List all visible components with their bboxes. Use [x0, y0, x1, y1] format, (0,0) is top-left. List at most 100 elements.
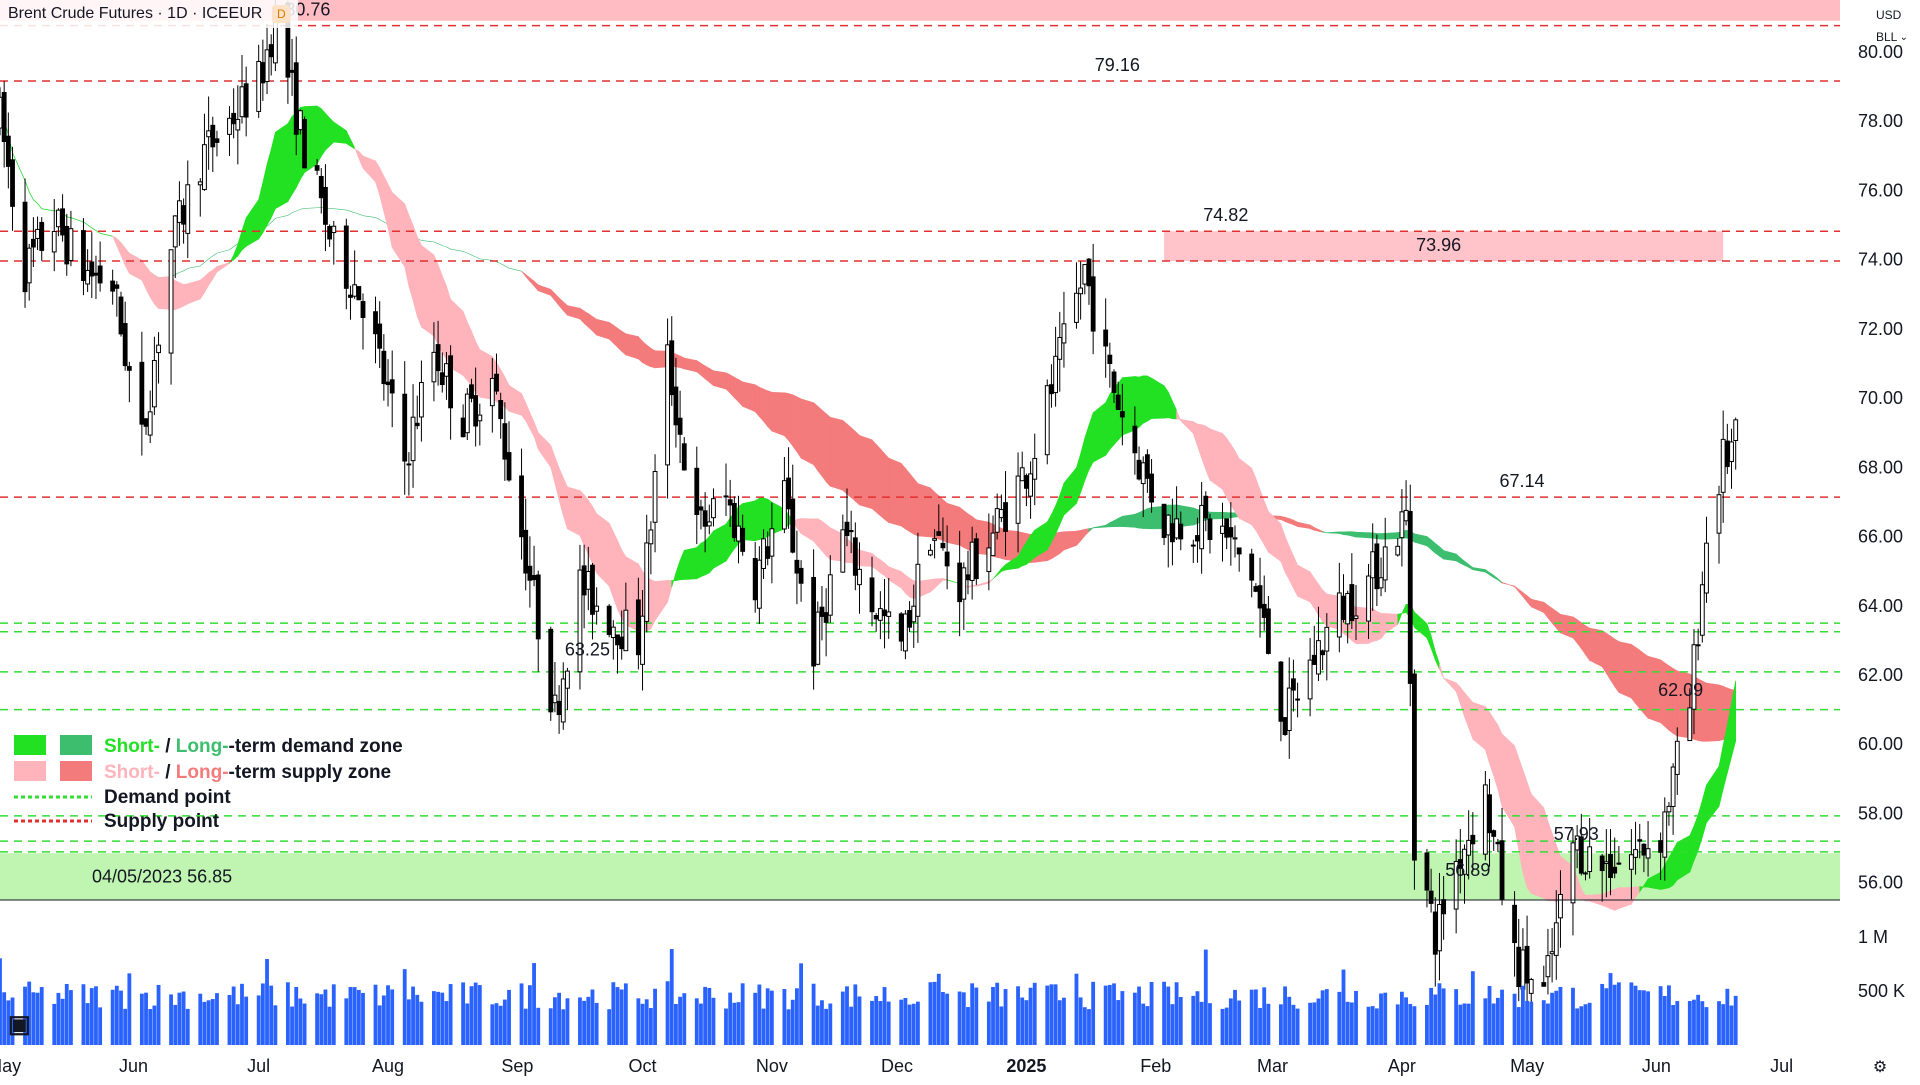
volume-bar — [1162, 982, 1166, 1045]
candle-body — [1225, 519, 1229, 537]
long-term-band-segment — [918, 484, 931, 537]
candle-body — [115, 285, 119, 288]
candle-body — [1137, 460, 1141, 479]
candle-body — [970, 542, 974, 580]
candle-body — [682, 444, 686, 470]
volume-bar — [1029, 988, 1033, 1045]
short-term-band-segment — [1172, 401, 1176, 419]
candle-body — [31, 239, 35, 247]
volume-bar — [269, 986, 273, 1045]
long-term-band-segment — [1611, 636, 1615, 687]
volume-bar — [1442, 988, 1446, 1045]
candle-body — [624, 610, 628, 650]
long-term-band-segment — [296, 209, 300, 211]
volume-bar — [812, 984, 816, 1045]
volume-bar — [1108, 985, 1112, 1045]
short-term-band-segment — [467, 322, 471, 386]
long-term-band-segment — [1373, 533, 1377, 539]
short-term-band-segment — [438, 265, 442, 353]
long-term-band-segment — [1298, 522, 1311, 528]
candle-body — [1292, 679, 1296, 690]
candle-body — [1233, 538, 1237, 539]
candle-body — [1525, 946, 1529, 983]
candle-body — [787, 478, 791, 509]
volume-bar — [1325, 989, 1329, 1045]
volume-bar — [211, 999, 215, 1045]
volume-bar — [1233, 990, 1237, 1045]
candle-body — [582, 566, 586, 595]
long-term-band-segment — [551, 289, 555, 300]
short-term-band-segment — [325, 113, 329, 150]
volume-bar — [620, 989, 624, 1045]
interval-badge[interactable]: D — [272, 5, 290, 23]
long-term-band-segment — [1114, 518, 1118, 526]
price-annotation: 74.82 — [1203, 205, 1248, 225]
candle-body — [933, 539, 937, 541]
volume-bar — [1083, 1007, 1087, 1045]
candle-body — [987, 548, 991, 572]
price-annotation: 56.89 — [1445, 860, 1490, 880]
candle-body — [374, 312, 378, 334]
volume-bar — [1659, 986, 1663, 1045]
candle-body — [390, 380, 394, 393]
candle-body — [86, 270, 90, 284]
long-term-band-segment — [376, 217, 380, 219]
volume-bar — [1546, 1004, 1550, 1045]
long-term-band-segment — [380, 219, 384, 221]
volume-bar — [653, 989, 657, 1045]
short-term-band-segment — [417, 236, 421, 327]
candle-body — [1425, 853, 1429, 890]
long-term-band-segment — [1310, 525, 1314, 530]
short-term-band-segment — [33, 200, 37, 204]
volume-bar — [332, 984, 336, 1045]
long-term-band-segment — [1439, 547, 1443, 559]
long-term-band-segment — [830, 417, 843, 490]
volume-bar — [1404, 997, 1408, 1045]
volume-bar — [436, 992, 440, 1045]
candle-body — [228, 118, 232, 134]
volume-bar — [1354, 991, 1358, 1045]
long-term-band-segment — [876, 444, 880, 515]
short-term-band-segment — [1260, 490, 1264, 545]
short-term-band-segment — [1060, 483, 1064, 525]
volume-bar — [1058, 1000, 1062, 1045]
candle-body — [324, 187, 328, 224]
unit-selector[interactable]: BLL ⌄ — [1872, 26, 1912, 48]
candle-body — [1663, 812, 1667, 857]
volume-bar — [770, 991, 774, 1045]
currency-selector[interactable]: USD — [1872, 4, 1912, 26]
long-term-band-segment — [1135, 513, 1139, 528]
volume-bar — [553, 997, 557, 1045]
volume-bar — [349, 987, 353, 1045]
candle-body — [1141, 463, 1145, 484]
candle-body — [1734, 420, 1738, 441]
volume-bar — [273, 1005, 277, 1045]
volume-bar — [1471, 971, 1475, 1045]
volume-bar — [1375, 1008, 1379, 1045]
settings-icon[interactable]: ⚙ — [1873, 1059, 1887, 1076]
long-term-band-segment — [759, 387, 763, 421]
candle-body — [1250, 554, 1254, 580]
candle-body — [620, 637, 624, 649]
volume-bar — [303, 1004, 307, 1045]
candle-body — [611, 627, 615, 637]
volume-bar — [1091, 982, 1095, 1045]
candle-body — [678, 418, 682, 434]
volume-bar — [432, 991, 436, 1045]
long-term-band-segment — [229, 247, 233, 250]
candle-body — [1024, 476, 1028, 489]
price-tick-label: 64.00 — [1858, 596, 1903, 616]
candle-body — [111, 281, 115, 291]
candle-body — [152, 361, 156, 407]
long-term-band-segment — [559, 298, 563, 311]
long-term-band-segment — [1193, 508, 1197, 525]
short-term-band-segment — [1314, 578, 1318, 615]
candle-body — [1175, 519, 1179, 538]
volume-bar — [1700, 1001, 1704, 1045]
legend-label: Short- / Long--term demand zone — [104, 736, 403, 757]
volume-bar — [148, 1009, 152, 1045]
candle-body — [757, 560, 761, 608]
price-annotation: 62.09 — [1658, 680, 1703, 700]
